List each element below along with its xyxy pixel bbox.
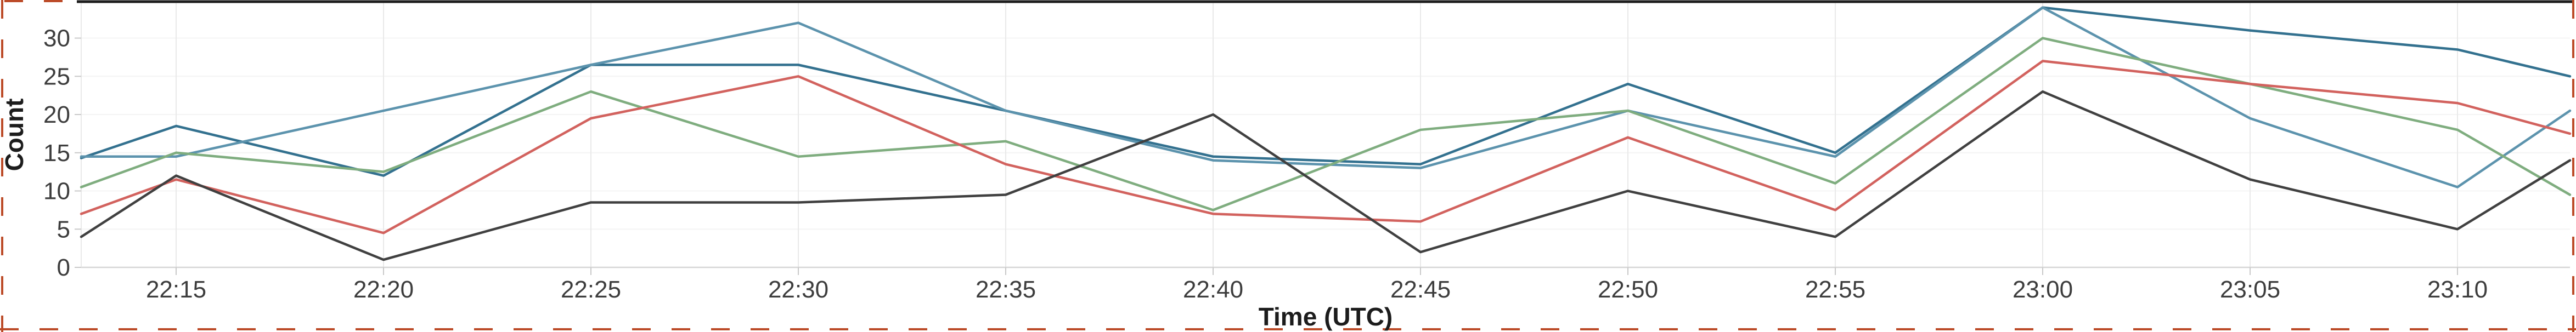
x-tick-label: 22:30 — [768, 276, 828, 303]
x-tick-label: 23:00 — [2013, 276, 2073, 303]
x-tick-label: 23:10 — [2427, 276, 2488, 303]
series-line-series-1-dark-steel-blue — [80, 6, 2572, 177]
series-line-series-2-steel-blue — [80, 6, 2572, 188]
y-tick-label: 30 — [43, 25, 70, 52]
y-tick-label: 5 — [57, 216, 70, 243]
y-tick-label: 10 — [43, 178, 70, 205]
series-line-series-3-green — [80, 37, 2572, 211]
series-line-series-5-dark-gray — [80, 90, 2572, 261]
axis-tick-marks — [75, 37, 2458, 275]
x-tick-label: 22:20 — [353, 276, 414, 303]
y-tick-label: 15 — [43, 140, 70, 167]
y-axis-tick-labels: 0 5 10 15 20 25 30 — [43, 25, 70, 281]
x-tick-label: 23:05 — [2220, 276, 2280, 303]
x-axis-tick-labels: 22:15 22:20 22:25 22:30 22:35 22:40 22:45 22:50… — [146, 276, 2488, 303]
y-tick-label: 20 — [43, 101, 70, 128]
axis-lines — [81, 2, 2570, 268]
series-lines — [80, 6, 2572, 261]
x-tick-label: 22:35 — [976, 276, 1036, 303]
v-gridlines — [176, 2, 2458, 267]
series-line-series-4-red — [80, 60, 2572, 234]
y-axis-title: Count — [0, 98, 29, 171]
x-axis-title: Time (UTC) — [1258, 302, 1393, 331]
x-tick-label: 22:15 — [146, 276, 206, 303]
y-tick-label: 0 — [57, 254, 70, 281]
x-tick-label: 22:55 — [1805, 276, 1865, 303]
x-tick-label: 22:50 — [1598, 276, 1658, 303]
x-tick-label: 22:25 — [561, 276, 621, 303]
y-tick-label: 25 — [43, 63, 70, 90]
x-tick-label: 22:40 — [1183, 276, 1243, 303]
h-gridlines — [81, 37, 2570, 230]
x-tick-label: 22:45 — [1390, 276, 1451, 303]
